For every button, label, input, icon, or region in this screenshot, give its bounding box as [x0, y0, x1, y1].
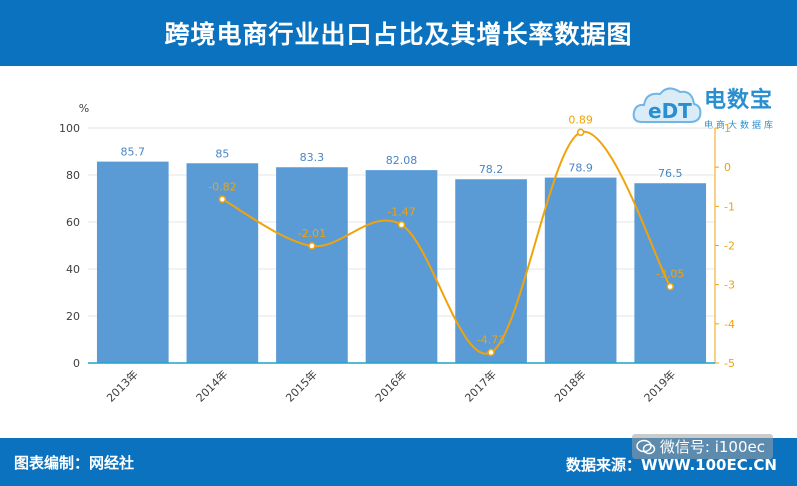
y-right-tick-label: -4 — [724, 318, 735, 331]
data-source: 数据来源：WWW.100EC.CN — [566, 456, 777, 474]
x-tick-label: 2019年 — [641, 367, 678, 404]
line-data-label: -1.47 — [387, 206, 415, 219]
line-data-label: -0.82 — [208, 180, 236, 193]
bar-data-label: 85.7 — [121, 146, 146, 159]
y-left-tick-label: 100 — [59, 122, 80, 135]
bar — [634, 183, 707, 363]
bar-data-label: 78.9 — [568, 162, 593, 175]
y-left-tick-label: 80 — [66, 169, 80, 182]
y-right-tick-label: 0 — [724, 161, 731, 174]
logo-subtitle: 电商大数据库 — [704, 121, 777, 131]
line-data-label: -3.05 — [656, 268, 684, 281]
y-left-tick-label: 20 — [66, 310, 80, 323]
chart-credit: 图表编制：网经社 — [14, 454, 135, 472]
logo-name: 电数宝 — [704, 88, 774, 113]
line-point — [487, 348, 495, 357]
logo-cloud-icon: eDT — [632, 87, 702, 123]
y-right-tick-label: -1 — [724, 200, 735, 213]
bar — [276, 167, 348, 363]
footer-bar: 图表编制：网经社 微信号: i100ec 数据来源：WWW.100EC.CN — [0, 434, 797, 486]
wechat-badge: 微信号: i100ec — [631, 434, 773, 459]
x-tick-label: 2014年 — [193, 367, 230, 404]
x-tick-label: 2016年 — [372, 367, 409, 404]
bar-data-label: 76.5 — [658, 167, 683, 180]
chart-title: 跨境电商行业出口占比及其增长率数据图 — [164, 20, 633, 49]
y-left-unit-label: % — [79, 102, 89, 115]
line-data-label: 0.89 — [568, 113, 593, 126]
line-point — [666, 282, 674, 291]
header-bar: 跨境电商行业出口占比及其增长率数据图 — [0, 0, 797, 66]
line-point — [308, 242, 316, 250]
bar — [544, 177, 617, 363]
x-tick-label: 2018年 — [551, 367, 588, 404]
y-left-tick-label: 40 — [66, 263, 80, 276]
y-right-tick-label: -5 — [724, 357, 735, 370]
line-point — [218, 195, 227, 204]
y-right-tick-label: -3 — [724, 279, 735, 292]
bar-data-label: 83.3 — [300, 151, 325, 164]
x-tick-label: 2013年 — [103, 367, 140, 404]
line-data-label: -4.73 — [477, 333, 505, 346]
y-right-tick-label: -2 — [724, 240, 735, 253]
y-left-tick-label: 0 — [73, 357, 80, 370]
x-tick-label: 2017年 — [462, 367, 499, 404]
line-series: -0.82 -2.01 -1.47 -4.73 0.89 -3.05 — [208, 113, 684, 357]
bar — [96, 161, 169, 363]
bar — [365, 170, 438, 363]
bar-data-label: 82.08 — [386, 154, 418, 167]
wechat-icon — [636, 439, 656, 454]
logo-mark: eDT — [648, 99, 692, 123]
line-data-label: -2.01 — [298, 227, 326, 240]
bar-data-label: 85 — [215, 147, 229, 160]
x-tick-label: 2015年 — [283, 367, 320, 404]
line-point — [576, 128, 585, 137]
combo-chart: 85.7 85 83.3 82.08 78.2 78.9 76.5 -0.82 -2.01 -1… — [59, 102, 735, 405]
wechat-id: 微信号: i100ec — [659, 438, 765, 456]
bar-data-label: 78.2 — [479, 163, 504, 176]
line-point — [397, 220, 406, 229]
bar — [455, 179, 527, 363]
bar-series: 85.7 85 83.3 82.08 78.2 78.9 76.5 — [96, 146, 707, 363]
y-left-tick-label: 60 — [66, 216, 80, 229]
y-right-tick-label: 1 — [724, 122, 731, 135]
